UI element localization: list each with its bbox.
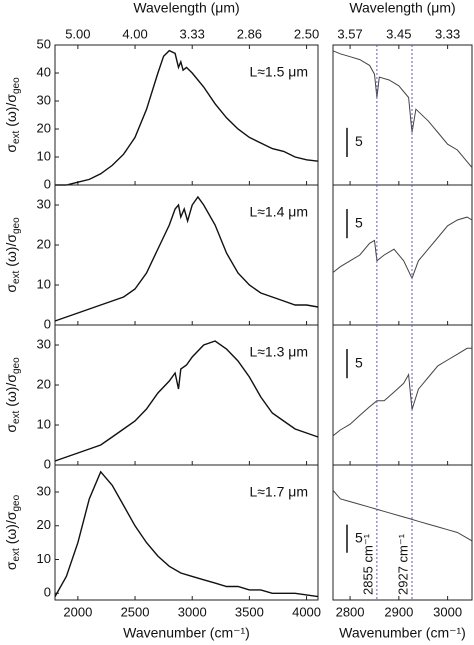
spectrum-line [332,50,473,168]
top-tick-label: 3.33 [435,26,460,41]
scale-bar-label: 5 [355,354,363,370]
top-tick-label: 3.33 [180,26,205,41]
reference-label: 2855 cm⁻¹ [360,533,375,595]
annotation: L≈1.3 μm [249,344,308,360]
y-tick-label: 10 [37,416,51,431]
y-label-part: σ [3,284,19,293]
y-tick-label: 20 [37,376,51,391]
y-label-part: σ [3,561,19,570]
panel-frame [332,44,473,186]
y-tick-label: 40 [37,64,51,79]
y-tick-label: 30 [37,483,51,498]
y-tick-label: 50 [37,36,51,51]
x-tick-label: 3500 [235,604,264,619]
x-axis-label: Wavenumber (cm⁻¹) [123,625,250,641]
panel-frame [332,464,473,601]
scale-bar-label: 5 [355,529,363,545]
annotation: L≈1.7 μm [249,484,308,500]
x-tick-label: 3000 [433,604,462,619]
y-tick-label: 10 [37,551,51,566]
y-label-part: (ω)/σ [3,374,19,411]
y-label-part: (ω)/σ [3,94,19,131]
y-axis-label: σext (ω)/σgeo [3,77,22,153]
top-tick-label: 2.86 [237,26,262,41]
y-label-part: ext [11,270,22,284]
y-tick-label: 10 [37,276,51,291]
y-label-part: geo [11,494,22,511]
spectrum-line [332,489,473,542]
y-axis-label: σext (ω)/σgeo [3,357,22,433]
y-tick-label: 20 [37,236,51,251]
annotation: L≈1.4 μm [249,204,308,220]
top-tick-label: 5.00 [65,26,90,41]
y-tick-label: 0 [44,585,51,600]
y-tick-label: 0 [44,316,51,331]
scale-bar-label: 5 [355,214,363,230]
panel-frame [332,324,473,466]
reference-label: 2927 cm⁻¹ [395,533,410,595]
x-tick-label: 2000 [63,604,92,619]
top-tick-label: 3.45 [386,26,411,41]
spectrum-line [54,470,319,598]
y-label-part: geo [11,217,22,234]
y-label-part: (ω)/σ [3,234,19,271]
y-label-part: σ [3,424,19,433]
top-axis-label: Wavelength (μm) [349,0,455,16]
x-tick-label: 4000 [292,604,321,619]
x-tick-label: 2900 [384,604,413,619]
x-tick-label: 2500 [121,604,150,619]
y-tick-label: 30 [37,336,51,351]
spectrum-line [54,195,319,322]
y-tick-label: 0 [44,176,51,191]
spectrum-line [332,347,472,437]
y-tick-label: 30 [37,196,51,211]
top-tick-label: 4.00 [122,26,147,41]
spectrum-line [332,216,473,280]
panel-frame [332,184,473,326]
x-axis-label: Wavenumber (cm⁻¹) [339,625,466,641]
y-axis-label: σext (ω)/σgeo [3,494,22,570]
y-label-part: (ω)/σ [3,511,19,548]
spectrum-line [54,340,319,462]
y-tick-label: 30 [37,92,51,107]
scale-bar-label: 5 [355,133,363,149]
top-tick-label: 2.50 [294,26,319,41]
top-axis-label: Wavelength (μm) [133,0,239,16]
y-axis-label: σext (ω)/σgeo [3,217,22,293]
y-label-part: ext [11,130,22,144]
y-tick-label: 20 [37,517,51,532]
x-tick-label: 2800 [336,604,365,619]
y-tick-label: 10 [37,148,51,163]
x-tick-label: 3000 [178,604,207,619]
panel-frame [54,464,319,601]
y-label-part: ext [11,410,22,424]
y-label-part: σ [3,144,19,153]
spectrum-line [55,49,319,186]
y-tick-label: 0 [44,456,51,471]
y-label-part: geo [11,77,22,94]
y-label-part: geo [11,357,22,374]
y-label-part: ext [11,548,22,562]
annotation: L≈1.5 μm [249,64,308,80]
y-tick-label: 20 [37,120,51,135]
top-tick-label: 3.57 [337,26,362,41]
